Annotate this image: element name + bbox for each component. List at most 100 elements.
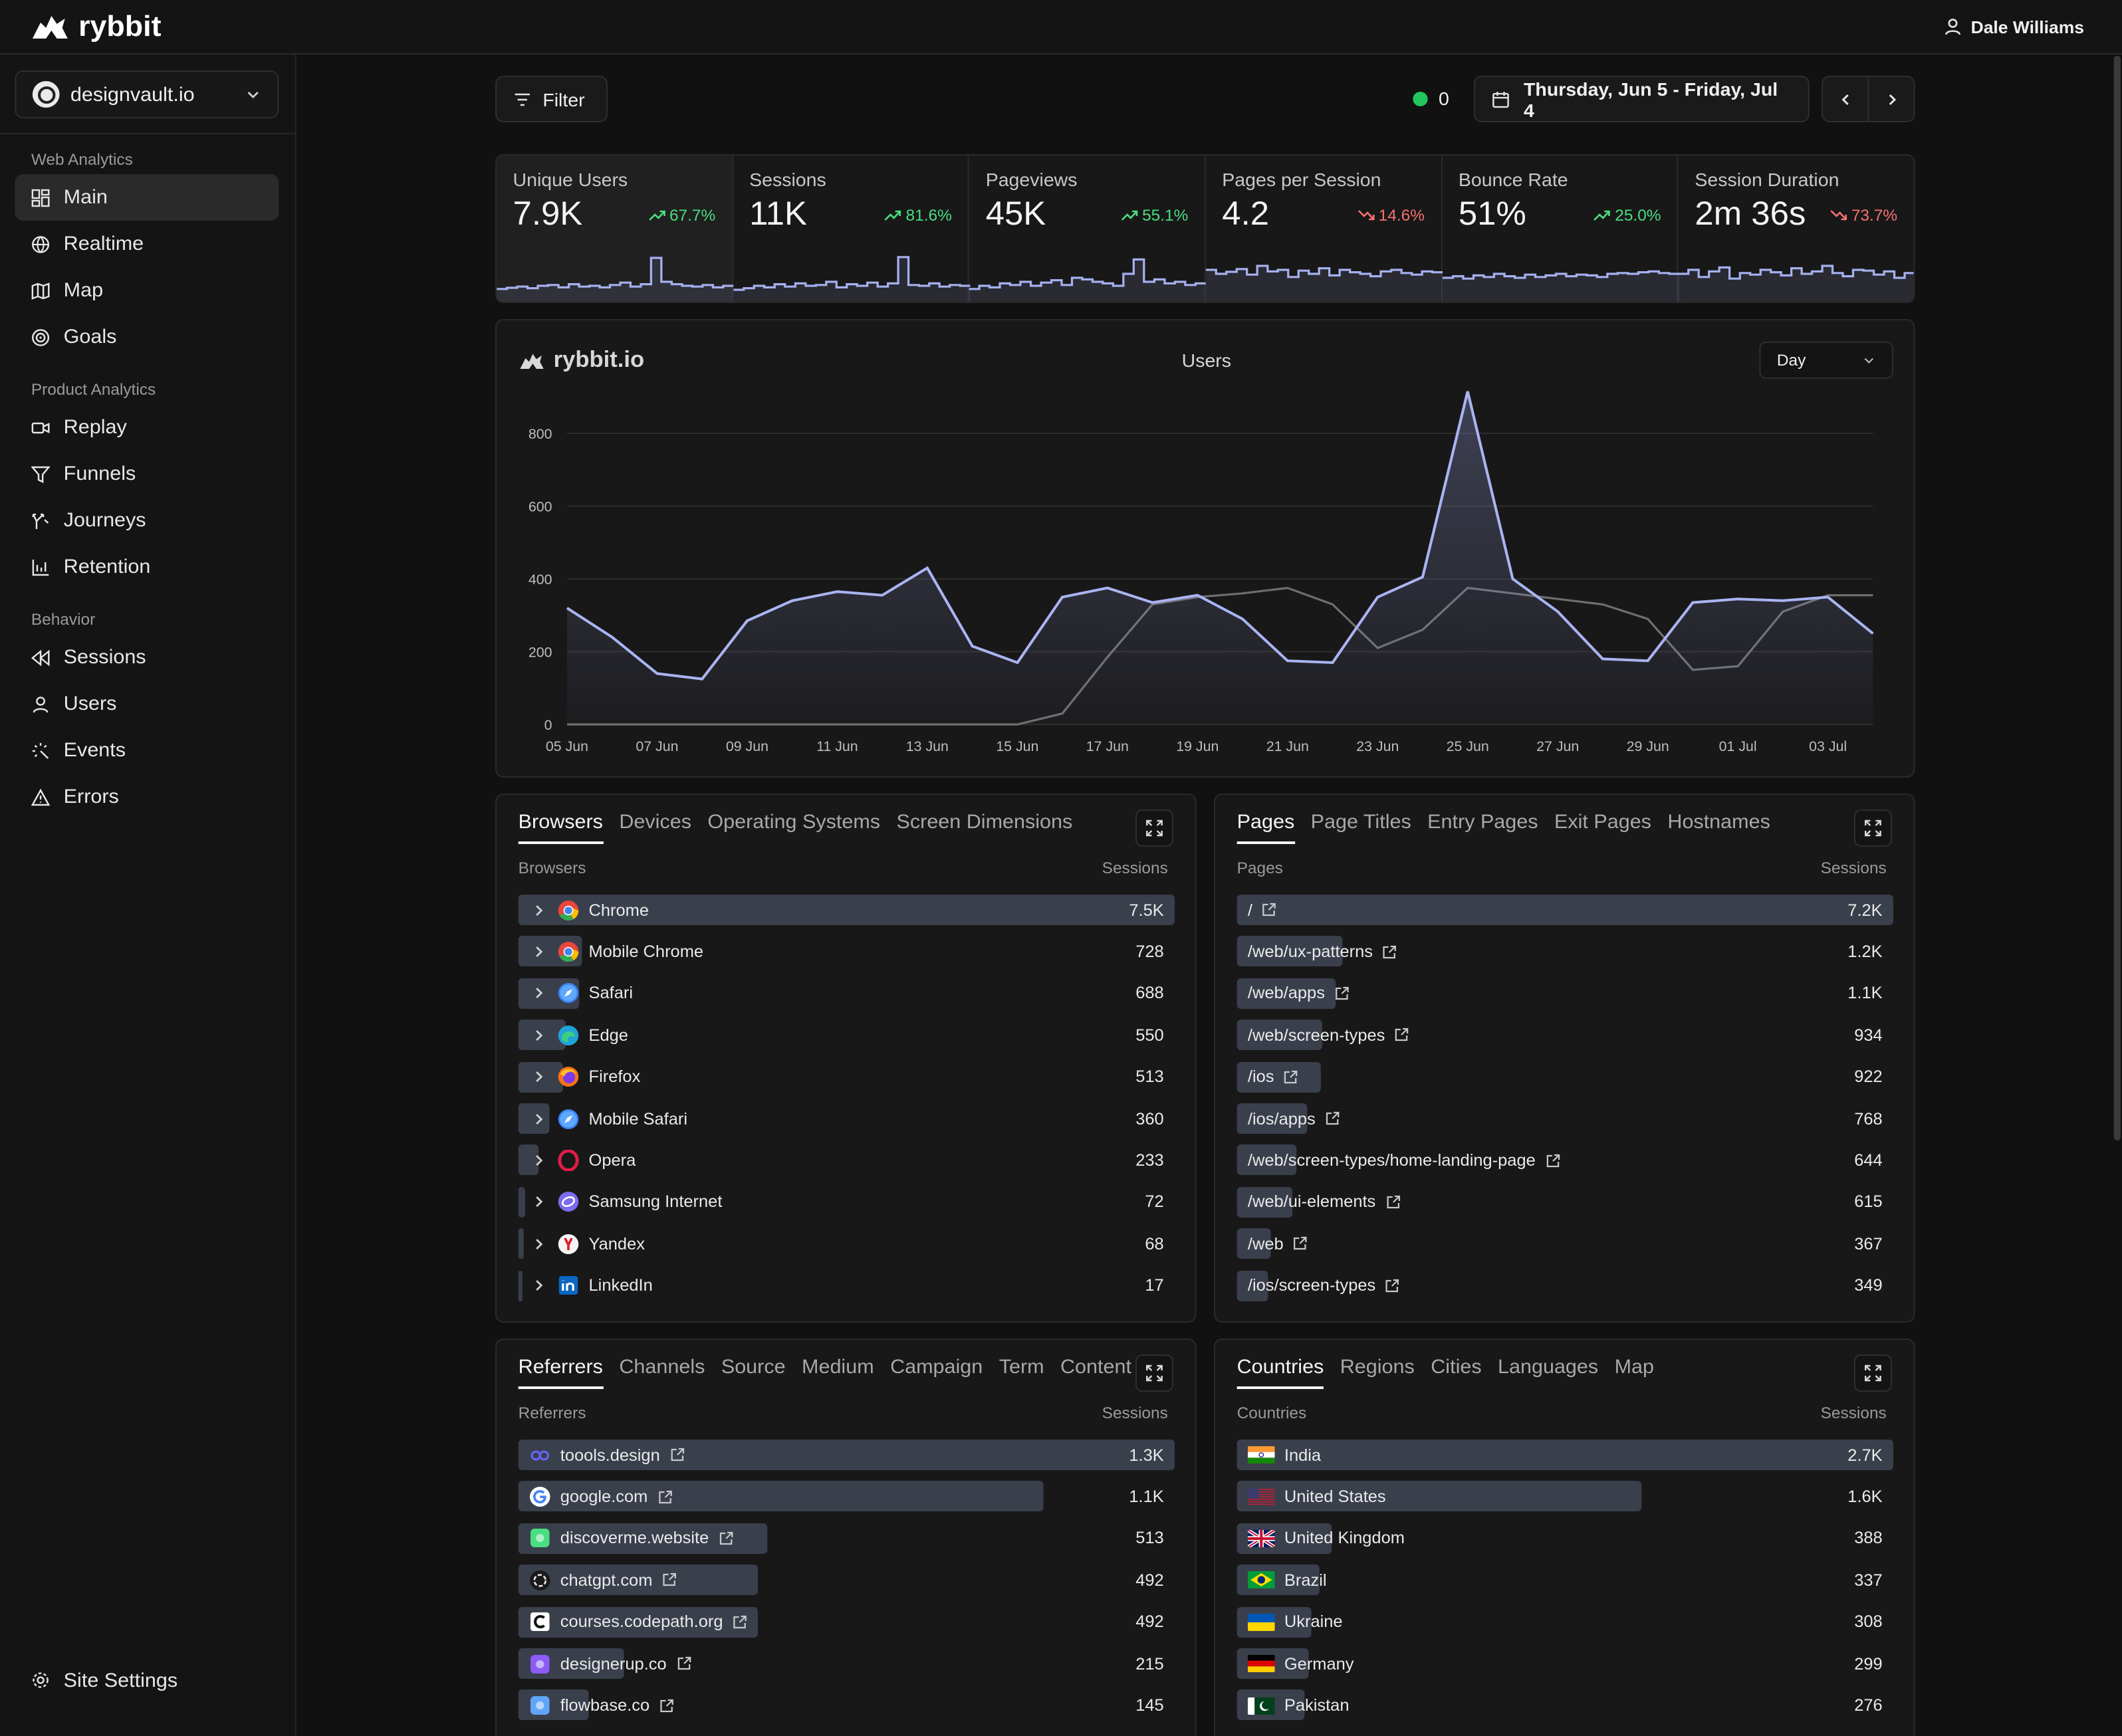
- data-point[interactable]: [1820, 589, 1835, 605]
- data-point[interactable]: [1595, 651, 1611, 667]
- list-item[interactable]: India 2.7K: [1237, 1434, 1893, 1476]
- list-item[interactable]: /ios/screen-types 349: [1237, 1265, 1893, 1307]
- tab-screen-dimensions[interactable]: Screen Dimensions: [896, 811, 1073, 833]
- data-point[interactable]: [1280, 653, 1296, 669]
- external-link-icon[interactable]: [1382, 944, 1397, 959]
- filter-button[interactable]: Filter: [495, 76, 608, 122]
- expand-row-button[interactable]: [529, 1029, 548, 1042]
- expand-button[interactable]: [1853, 1355, 1892, 1392]
- list-item[interactable]: google.com 1.1K: [518, 1476, 1175, 1518]
- stat-card-pages-per-session[interactable]: Pages per Session 4.2 14.6%: [1205, 156, 1443, 302]
- tab-page-titles[interactable]: Page Titles: [1310, 811, 1411, 833]
- external-link-icon[interactable]: [657, 1489, 672, 1504]
- expand-row-button[interactable]: [529, 1279, 548, 1292]
- tab-operating-systems[interactable]: Operating Systems: [707, 811, 881, 833]
- tab-devices[interactable]: Devices: [619, 811, 691, 833]
- stat-card-session-duration[interactable]: Session Duration 2m 36s 73.7%: [1678, 156, 1914, 302]
- data-point[interactable]: [874, 588, 890, 603]
- list-item[interactable]: /web/apps 1.1K: [1237, 973, 1893, 1015]
- external-link-icon[interactable]: [718, 1531, 733, 1546]
- list-item[interactable]: /ios 922: [1237, 1056, 1893, 1098]
- tab-regions[interactable]: Regions: [1340, 1356, 1415, 1378]
- expand-row-button[interactable]: [529, 945, 548, 958]
- external-link-icon[interactable]: [1385, 1278, 1400, 1293]
- data-point[interactable]: [1550, 603, 1566, 619]
- expand-row-button[interactable]: [529, 1112, 548, 1125]
- previous-period-button[interactable]: [1822, 76, 1869, 122]
- sidebar-item-retention[interactable]: Retention: [15, 544, 279, 590]
- data-point[interactable]: [1189, 588, 1205, 603]
- list-item[interactable]: / 7.2K: [1237, 889, 1893, 931]
- list-item[interactable]: Pakistan 276: [1237, 1685, 1893, 1727]
- list-item[interactable]: toools.design 1.3K: [518, 1434, 1175, 1476]
- list-item[interactable]: Mobile Chrome 728: [518, 931, 1175, 973]
- data-point[interactable]: [739, 613, 755, 629]
- list-item[interactable]: designerup.co 215: [518, 1643, 1175, 1685]
- expand-row-button[interactable]: [529, 1071, 548, 1084]
- external-link-icon[interactable]: [676, 1656, 691, 1671]
- list-item[interactable]: United Kingdom 388: [1237, 1518, 1893, 1560]
- tab-campaign[interactable]: Campaign: [890, 1356, 983, 1378]
- list-item[interactable]: chatgpt.com 492: [518, 1559, 1175, 1601]
- data-point[interactable]: [1369, 589, 1385, 605]
- expand-row-button[interactable]: [529, 1196, 548, 1209]
- data-point[interactable]: [1415, 569, 1431, 585]
- sidebar-item-map[interactable]: Map: [15, 267, 279, 314]
- expand-row-button[interactable]: [529, 1238, 548, 1251]
- tab-referrers[interactable]: Referrers: [518, 1356, 603, 1389]
- list-item[interactable]: Safari 688: [518, 973, 1175, 1015]
- data-point[interactable]: [1775, 593, 1791, 609]
- tab-term[interactable]: Term: [999, 1356, 1044, 1378]
- expand-row-button[interactable]: [529, 903, 548, 917]
- list-item[interactable]: Edge 550: [518, 1014, 1175, 1056]
- data-point[interactable]: [1324, 655, 1340, 671]
- tab-countries[interactable]: Countries: [1237, 1356, 1324, 1389]
- app-logo[interactable]: rybbit: [30, 9, 162, 44]
- site-settings-button[interactable]: Site Settings: [15, 1658, 279, 1703]
- tab-content[interactable]: Content: [1060, 1356, 1131, 1378]
- external-link-icon[interactable]: [669, 1448, 684, 1462]
- data-point[interactable]: [829, 584, 845, 599]
- data-point[interactable]: [1730, 591, 1746, 607]
- expand-row-button[interactable]: [529, 987, 548, 1000]
- list-item[interactable]: United States 1.6K: [1237, 1476, 1893, 1518]
- sidebar-item-users[interactable]: Users: [15, 681, 279, 727]
- tab-exit-pages[interactable]: Exit Pages: [1554, 811, 1651, 833]
- list-item[interactable]: /ios/apps 768: [1237, 1098, 1893, 1140]
- list-item[interactable]: Ukraine 308: [1237, 1601, 1893, 1643]
- data-point[interactable]: [604, 629, 620, 645]
- external-link-icon[interactable]: [1262, 903, 1276, 917]
- list-item[interactable]: Yandex 68: [518, 1223, 1175, 1265]
- sidebar-item-replay[interactable]: Replay: [15, 404, 279, 451]
- list-item[interactable]: Firefox 513: [518, 1056, 1175, 1098]
- data-point[interactable]: [919, 560, 935, 576]
- list-item[interactable]: /web/ux-patterns 1.2K: [1237, 931, 1893, 973]
- external-link-icon[interactable]: [733, 1615, 747, 1630]
- list-item[interactable]: Chrome 7.5K: [518, 889, 1175, 931]
- data-point[interactable]: [694, 671, 710, 687]
- data-point[interactable]: [1235, 611, 1250, 627]
- sidebar-item-errors[interactable]: Errors: [15, 774, 279, 820]
- list-item[interactable]: /web 367: [1237, 1223, 1893, 1265]
- external-link-icon[interactable]: [1395, 1028, 1409, 1043]
- tab-pages[interactable]: Pages: [1237, 811, 1295, 844]
- sidebar-item-goals[interactable]: Goals: [15, 314, 279, 360]
- external-link-icon[interactable]: [1545, 1153, 1560, 1168]
- external-link-icon[interactable]: [1284, 1070, 1298, 1085]
- data-point[interactable]: [1639, 653, 1655, 669]
- data-point[interactable]: [1100, 580, 1116, 596]
- list-item[interactable]: /web/screen-types 934: [1237, 1014, 1893, 1056]
- external-link-icon[interactable]: [1293, 1237, 1308, 1251]
- expand-button[interactable]: [1135, 810, 1173, 847]
- expand-button[interactable]: [1135, 1355, 1173, 1392]
- user-menu[interactable]: Dale Williams: [1944, 17, 2092, 37]
- date-range-picker[interactable]: Thursday, Jun 5 - Friday, Jul 4: [1473, 76, 1810, 122]
- list-item[interactable]: LinkedIn 17: [518, 1265, 1175, 1307]
- tab-cities[interactable]: Cities: [1431, 1356, 1482, 1378]
- list-item[interactable]: Germany 299: [1237, 1643, 1893, 1685]
- sidebar-item-realtime[interactable]: Realtime: [15, 221, 279, 267]
- list-item[interactable]: /web/screen-types/home-landing-page 644: [1237, 1140, 1893, 1182]
- external-link-icon[interactable]: [662, 1573, 677, 1588]
- tab-languages[interactable]: Languages: [1498, 1356, 1599, 1378]
- tab-browsers[interactable]: Browsers: [518, 811, 603, 844]
